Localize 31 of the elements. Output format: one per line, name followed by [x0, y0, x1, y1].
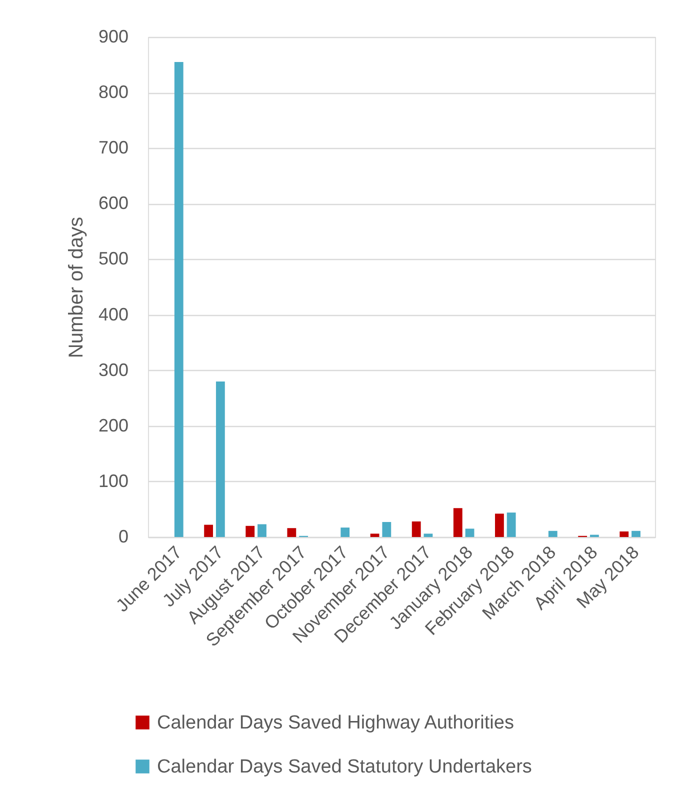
y-axis-title: Number of days: [65, 216, 88, 358]
bar: [204, 524, 214, 537]
y-tick-label: 300: [98, 360, 128, 380]
legend-label: Calendar Days Saved Highway Authorities: [157, 712, 514, 734]
y-tick-label: 900: [98, 26, 128, 46]
bar: [246, 526, 255, 537]
y-tick-label: 500: [98, 248, 128, 269]
bar: [620, 531, 629, 537]
bar: [632, 530, 640, 537]
bar: [174, 62, 184, 537]
bar: [424, 534, 433, 537]
bar: [412, 521, 421, 537]
bar: [506, 512, 516, 537]
legend-label: Calendar Days Saved Statutory Undertakers: [157, 756, 532, 778]
bar: [287, 528, 296, 537]
bar: [453, 508, 462, 537]
y-tick-label: 800: [98, 82, 128, 102]
bar: [340, 528, 350, 537]
y-tick-label: 700: [98, 138, 128, 158]
bar: [465, 528, 474, 537]
y-tick-label: 100: [98, 470, 128, 491]
bar: [258, 524, 266, 537]
bar: [495, 514, 504, 537]
bar: [382, 522, 392, 537]
bar: [548, 530, 558, 537]
bar: [370, 534, 380, 537]
y-tick-label: 600: [98, 193, 128, 214]
y-tick-label: 400: [98, 304, 128, 324]
bar: [216, 381, 225, 537]
y-tick-label: 0: [118, 526, 128, 546]
y-tick-label: 200: [98, 415, 128, 436]
